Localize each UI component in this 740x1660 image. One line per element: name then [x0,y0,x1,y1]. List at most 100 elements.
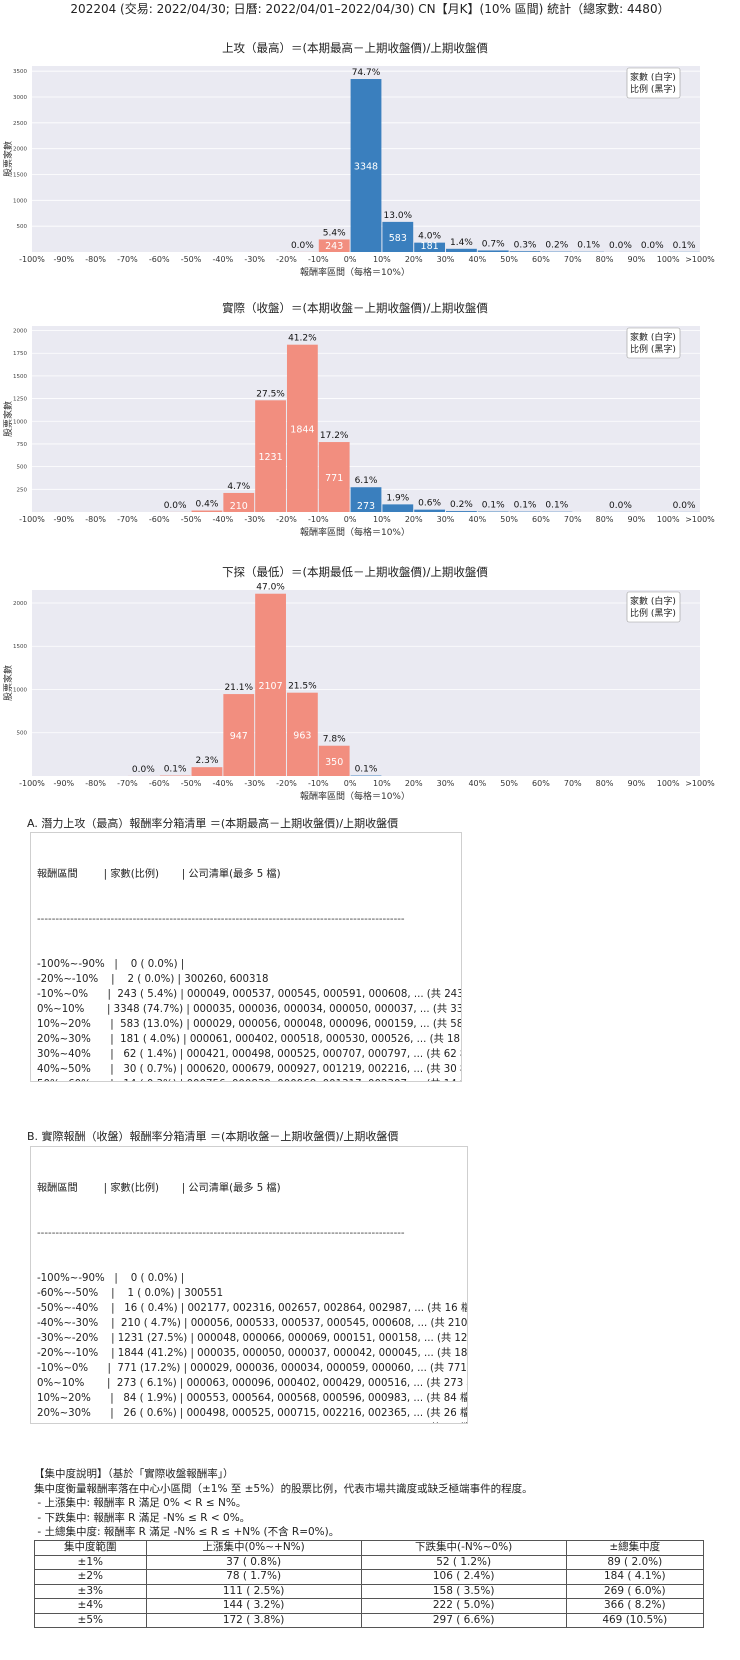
chart-actual-close: 實際（收盤）＝(本期收盤－上期收盤價)/上期收盤價 250 500 750 1000 12… [2,301,715,538]
bar-pct-label: 6.1% [355,476,378,486]
x-tick-label: 40% [468,255,486,264]
x-tick-label: -50% [181,779,202,788]
bar-pct-label: 5.4% [323,228,346,238]
list-a-separator: ----------------------------------------… [37,914,405,925]
y-axis-label: 股票家數 [2,665,14,701]
bar-pct-label: 1.9% [386,493,409,503]
legend-entry: 家數 (白字) [630,331,676,343]
x-tick-label: -80% [85,779,106,788]
x-tick-label: -20% [276,779,297,788]
bar-count-label: 3348 [354,162,378,173]
x-tick-label: -100% [19,255,45,264]
bar-pct-label: 21.1% [224,683,253,693]
table-cell: 366 ( 8.2%) [565,1598,705,1614]
bar [414,509,446,512]
bar-pct-label: 0.0% [609,241,632,251]
x-tick-label: 20% [405,779,423,788]
table-cell: 269 ( 6.0%) [565,1583,705,1599]
x-tick-label: -80% [85,515,106,524]
bar [255,593,286,776]
x-tick-label: >100% [685,779,715,788]
table-cell: 184 ( 4.1%) [565,1569,705,1585]
table-header-cell: 下跌集中(-N%~0%) [360,1540,567,1556]
x-tick-label: -90% [53,779,74,788]
bar-pct-label: 41.2% [288,334,317,344]
chart-title: 下探（最低）＝(本期最低－上期收盤價)/上期收盤價 [222,565,488,579]
x-tick-label: -70% [117,255,138,264]
list-row: 0%~10% | 273 ( 6.1%) | 000063, 000096, 0… [37,1378,468,1389]
list-row: 30%~40% | 62 ( 1.4%) | 000421, 000498, 0… [37,1049,462,1060]
x-tick-label: 50% [500,515,518,524]
bar [350,79,382,252]
bar-count-label: 963 [293,730,311,741]
table-cell: 37 ( 0.8%) [145,1554,362,1570]
x-tick-label: 100% [657,255,680,264]
y-tick-label: 1000 [13,198,27,204]
bar-pct-label: 21.5% [288,682,317,692]
bar-pct-label: 0.1% [164,765,187,775]
table-cell: 297 ( 6.6%) [360,1612,567,1628]
table-row: ±1% 37 ( 0.8%) 52 ( 1.2%) 89 ( 2.0%) [34,1554,705,1570]
table-cell: 111 ( 2.5%) [145,1583,362,1599]
table-cell: 52 ( 1.2%) [360,1554,567,1570]
bar [191,767,223,776]
x-tick-label: >100% [685,255,715,264]
legend-box [626,591,681,623]
list-row: 40%~50% | 30 ( 0.7%) | 000620, 000679, 0… [37,1064,462,1075]
x-tick-label: 0% [344,515,357,524]
chart-upside-high: 上攻（最高）＝(本期最高－上期收盤價)/上期收盤價 500 1000 1500 2000… [2,41,715,278]
x-tick-label: 10% [373,779,391,788]
explanation-line: 集中度衡量報酬率落在中心小區間（±1% 至 ±5%）的股票比例，代表市場共識度或… [34,1482,533,1495]
bar-pct-label: 47.0% [256,583,285,593]
x-tick-label: -40% [213,779,234,788]
x-tick-label: -90% [53,255,74,264]
x-tick-label: 20% [405,515,423,524]
explanation-line: 【集中度說明】（基於「實際收盤報酬率」） [34,1468,234,1480]
x-tick-label: -50% [181,515,202,524]
y-tick-label: 250 [17,487,28,493]
list-row: 20%~30% | 181 ( 4.0%) | 000061, 000402, … [37,1034,462,1045]
x-tick-label: -60% [149,515,170,524]
y-axis-label: 股票家數 [2,141,14,177]
y-tick-label: 750 [17,442,28,448]
table-row: ±5% 172 ( 3.8%) 297 ( 6.6%) 469 (10.5%) [34,1612,705,1628]
y-tick-label: 1750 [13,351,27,357]
table-cell: 172 ( 3.8%) [145,1612,362,1628]
x-tick-label: 40% [468,779,486,788]
table-cell: 89 ( 2.0%) [565,1554,705,1570]
y-tick-label: 1250 [13,397,27,403]
y-tick-label: 1500 [13,173,27,179]
list-row: -10%~0% | 771 (17.2%) | 000029, 000036, … [37,1363,468,1374]
y-tick-label: 500 [17,465,28,471]
bar-count-label: 350 [325,757,343,768]
bar-count-label: 1231 [258,452,282,463]
bar [318,745,350,776]
x-tick-label: -30% [244,515,265,524]
bar-count-label: 1844 [290,424,314,435]
table-cell: 144 ( 3.2%) [145,1598,362,1614]
table-cell: 78 ( 1.7%) [145,1569,362,1585]
table-cell: ±5% [34,1612,147,1628]
list-b-separator: ----------------------------------------… [37,1228,405,1239]
bar-pct-label: 0.1% [355,765,378,775]
bar-count-label: 243 [325,241,343,252]
bar-pct-label: 0.1% [577,241,600,251]
bar-pct-label: 0.1% [545,501,568,511]
y-tick-label: 2500 [13,121,27,127]
list-row: 20%~30% | 26 ( 0.6%) | 000498, 000525, 0… [37,1408,468,1419]
bar-pct-label: 0.0% [164,501,187,511]
legend: 家數 (白字)比例 (黑字) [626,591,681,623]
x-tick-label: 10% [373,515,391,524]
bar [477,250,509,252]
bar [350,487,382,512]
x-tick-label: 60% [532,255,550,264]
x-tick-label: -80% [85,255,106,264]
chart-title: 上攻（最高）＝(本期最高－上期收盤價)/上期收盤價 [222,41,488,55]
x-tick-label: 80% [596,779,614,788]
explanation-line: - 土總集中度: 報酬率 R 滿足 -N% ≤ R ≤ +N% (不含 R=0%… [34,1526,340,1538]
legend-entry: 比例 (黑字) [630,607,676,619]
table-row: ±4% 144 ( 3.2%) 222 ( 5.0%) 366 ( 8.2%) [34,1598,705,1614]
table-header-cell: ±總集中度 [565,1540,705,1556]
y-tick-label: 2000 [13,329,27,335]
list-a-header: 報酬區間 | 家數(比例) | 公司清單(最多 5 檔) [37,869,281,880]
